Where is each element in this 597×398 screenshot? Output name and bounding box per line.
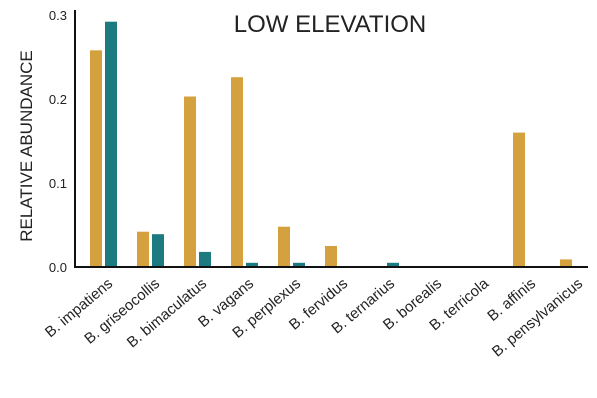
- bar-series1: [278, 226, 290, 267]
- bar-series1: [184, 96, 196, 267]
- x-tick-label: B. bimaculatus: [124, 275, 210, 351]
- y-tick-label: 0.0: [49, 260, 67, 275]
- bar-series1: [513, 132, 525, 267]
- bar-series1: [90, 50, 102, 267]
- bar-series2: [152, 234, 164, 267]
- y-axis-ticks: 0.0 0.1 0.2 0.3: [49, 8, 67, 275]
- y-tick-label: 0.1: [49, 176, 67, 191]
- bar-series1: [137, 231, 149, 267]
- bar-series1: [560, 259, 572, 267]
- bar-series2: [199, 251, 211, 267]
- y-axis-title: RELATIVE ABUNDANCE: [17, 50, 36, 241]
- y-tick-label: 0.2: [49, 92, 67, 107]
- chart-title: LOW ELEVATION: [234, 11, 426, 38]
- y-tick-label: 0.3: [49, 8, 67, 23]
- bar-series2: [387, 262, 399, 267]
- bar-series1: [231, 77, 243, 267]
- bar-series1: [325, 246, 337, 267]
- bar-series2: [293, 262, 305, 267]
- bar-series2: [246, 262, 258, 267]
- bar-series2: [105, 21, 117, 268]
- bars: [90, 21, 572, 268]
